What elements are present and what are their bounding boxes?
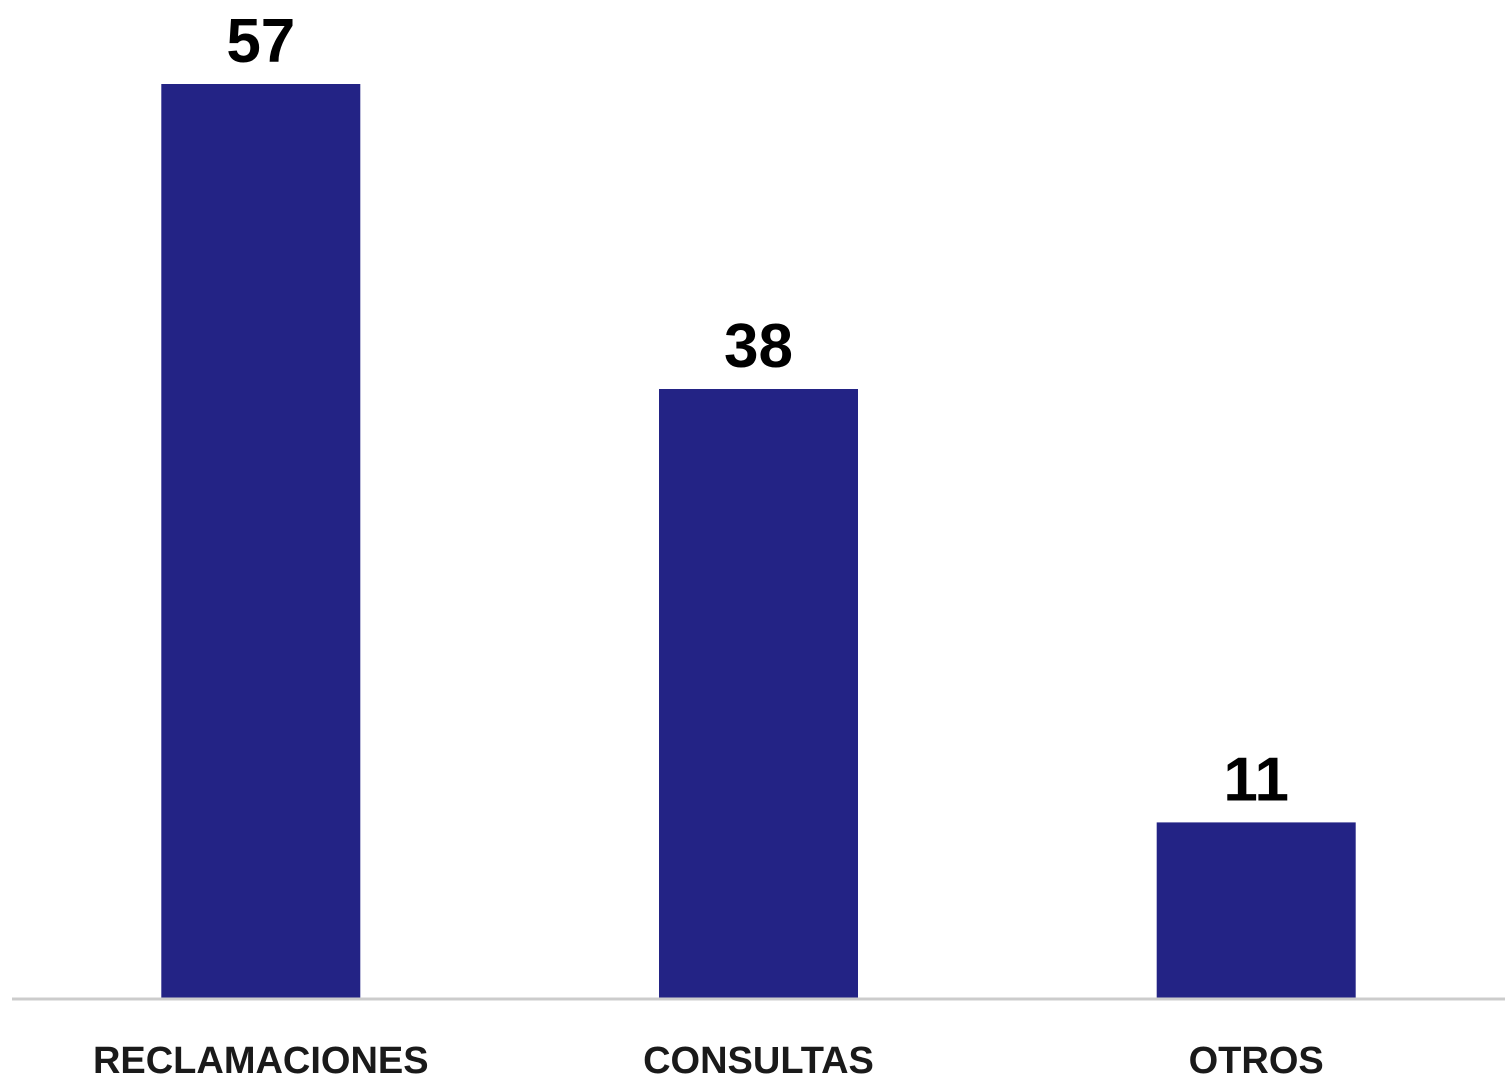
category-label-consultas: CONSULTAS: [643, 1040, 874, 1080]
category-label-reclamaciones: RECLAMACIONES: [93, 1040, 429, 1080]
bars-group: [161, 84, 1356, 999]
bar-reclamaciones: [161, 84, 361, 999]
data-label-consultas: 38: [724, 312, 793, 381]
category-labels-group: RECLAMACIONES CONSULTAS OTROS: [93, 1040, 1324, 1080]
bar-consultas: [659, 389, 858, 999]
data-labels-group: 57 38 11: [226, 7, 1289, 814]
data-label-otros: 11: [1223, 745, 1289, 814]
bar-otros: [1156, 822, 1356, 999]
data-label-reclamaciones: 57: [226, 7, 295, 76]
category-label-otros: OTROS: [1189, 1040, 1324, 1080]
